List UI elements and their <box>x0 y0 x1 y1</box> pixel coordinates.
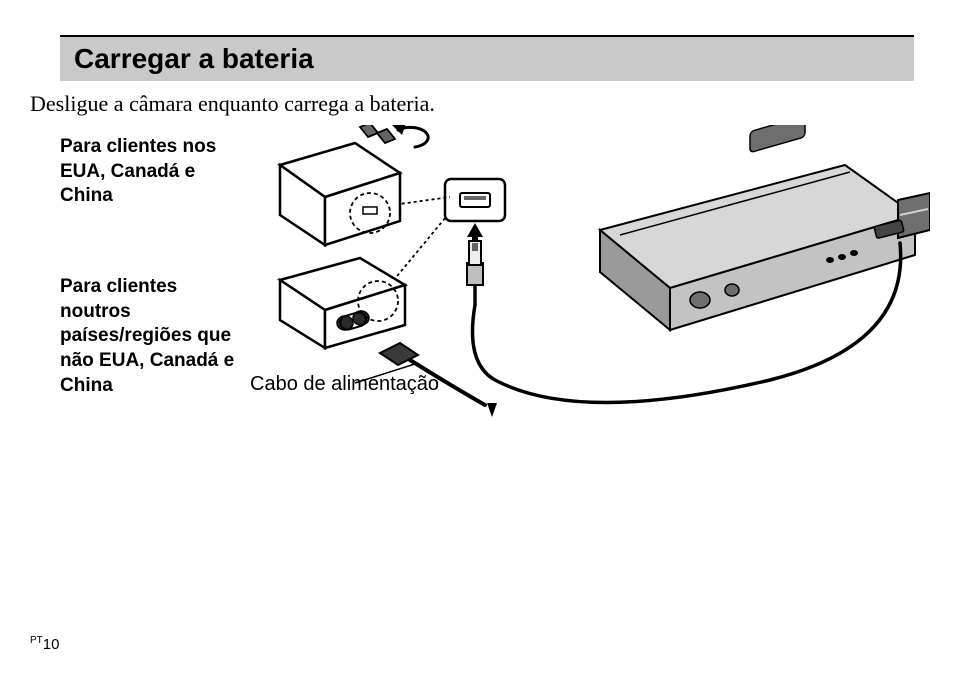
charger-us-icon <box>280 125 428 245</box>
footer-page-number: 10 <box>43 636 60 653</box>
section-title-bar: Carregar a bateria <box>60 35 914 81</box>
label-region-other: Para clientes noutros países/regiões que… <box>60 275 250 398</box>
page-footer: PT10 <box>30 635 59 653</box>
arrow-up-icon <box>467 223 483 241</box>
charger-intl-icon <box>280 258 405 348</box>
camera-icon <box>600 125 930 330</box>
usb-a-connector-icon <box>467 241 483 285</box>
label-leader-line-icon <box>355 363 418 383</box>
section-title: Carregar a bateria <box>74 43 900 75</box>
arrow-down-icon <box>487 403 497 417</box>
power-cord-plug-icon <box>380 343 485 405</box>
section-subtitle: Desligue a câmara enquanto carrega a bat… <box>30 91 914 117</box>
label-region-us-ca-cn: Para clientes nos EUA, Canadá e China <box>60 135 250 209</box>
usb-port-inset-icon <box>445 179 505 221</box>
content-area: Para clientes nos EUA, Canadá e China Pa… <box>30 135 914 495</box>
charging-diagram <box>250 125 930 435</box>
footer-lang: PT <box>30 635 43 646</box>
